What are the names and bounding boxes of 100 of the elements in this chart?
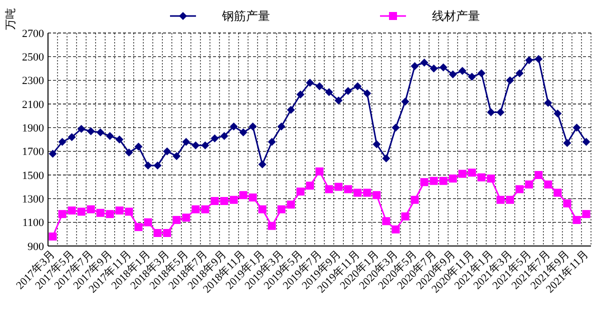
point xyxy=(248,193,257,202)
legend-label: 线材产量 xyxy=(432,9,480,24)
legend-label: 钢筋产量 xyxy=(221,9,270,24)
point xyxy=(430,176,438,185)
point xyxy=(201,141,210,150)
y-tick-label: 1500 xyxy=(22,170,44,182)
point xyxy=(106,210,114,218)
point xyxy=(163,147,172,156)
point xyxy=(439,63,448,72)
point xyxy=(268,138,276,146)
point xyxy=(144,218,152,226)
point xyxy=(506,76,514,84)
point xyxy=(410,62,419,70)
point xyxy=(316,167,324,176)
y-tick-label: 900 xyxy=(28,240,44,253)
point xyxy=(210,197,219,206)
point xyxy=(448,174,457,183)
point xyxy=(382,154,390,162)
point xyxy=(182,138,190,146)
point xyxy=(154,162,162,170)
point xyxy=(210,134,219,142)
point xyxy=(68,133,76,142)
point xyxy=(554,188,562,197)
point xyxy=(401,212,410,220)
point xyxy=(277,122,286,130)
y-axis-title: 万吨 xyxy=(4,8,17,30)
point xyxy=(572,216,581,224)
point xyxy=(582,138,590,146)
point xyxy=(563,139,572,148)
y-tick-label: 2700 xyxy=(22,28,44,40)
point xyxy=(239,128,248,136)
point xyxy=(192,141,200,150)
point xyxy=(106,132,114,140)
point xyxy=(506,196,514,204)
point xyxy=(448,70,457,78)
point xyxy=(286,200,295,209)
point xyxy=(334,96,343,104)
point xyxy=(334,182,343,191)
point xyxy=(410,196,419,204)
point xyxy=(163,228,172,237)
point xyxy=(77,208,86,216)
point xyxy=(544,180,552,188)
point xyxy=(58,138,66,146)
point xyxy=(124,148,133,157)
point xyxy=(534,55,543,64)
point xyxy=(420,58,428,67)
point xyxy=(372,191,381,200)
point xyxy=(115,136,124,144)
point xyxy=(544,98,552,107)
point xyxy=(296,188,304,196)
point xyxy=(258,205,266,214)
point xyxy=(439,176,448,185)
point xyxy=(430,64,438,72)
point xyxy=(182,214,190,222)
point xyxy=(96,128,104,136)
point xyxy=(86,127,95,136)
point xyxy=(516,185,524,194)
point xyxy=(96,208,104,217)
point xyxy=(468,168,476,177)
point xyxy=(392,225,400,234)
point xyxy=(277,205,286,214)
point xyxy=(325,185,334,194)
point xyxy=(172,152,181,160)
point xyxy=(496,196,504,204)
point xyxy=(582,210,590,218)
point xyxy=(486,174,495,183)
y-tick-label: 1900 xyxy=(22,122,44,135)
point xyxy=(382,217,390,226)
point xyxy=(192,205,200,214)
y-tick-label: 1100 xyxy=(22,217,44,230)
y-tick-label: 2100 xyxy=(22,98,44,111)
point xyxy=(258,160,266,168)
point xyxy=(401,98,410,106)
point xyxy=(115,206,124,214)
point xyxy=(86,205,95,214)
point xyxy=(496,108,504,116)
point xyxy=(572,124,581,132)
point xyxy=(220,132,228,140)
point xyxy=(48,232,57,241)
point xyxy=(172,216,181,224)
point xyxy=(458,66,466,75)
point xyxy=(48,150,57,158)
point xyxy=(525,180,534,188)
point xyxy=(516,69,524,78)
point xyxy=(134,142,142,151)
point xyxy=(486,108,495,116)
point xyxy=(248,122,257,130)
point xyxy=(201,205,210,214)
point xyxy=(230,196,238,204)
point xyxy=(68,206,76,214)
point xyxy=(268,222,276,230)
point xyxy=(230,122,238,130)
point xyxy=(306,182,314,190)
point xyxy=(344,185,352,194)
point xyxy=(477,69,486,78)
point xyxy=(477,173,486,182)
point xyxy=(525,56,534,64)
point xyxy=(468,72,476,81)
point xyxy=(554,109,562,118)
point xyxy=(239,191,248,200)
